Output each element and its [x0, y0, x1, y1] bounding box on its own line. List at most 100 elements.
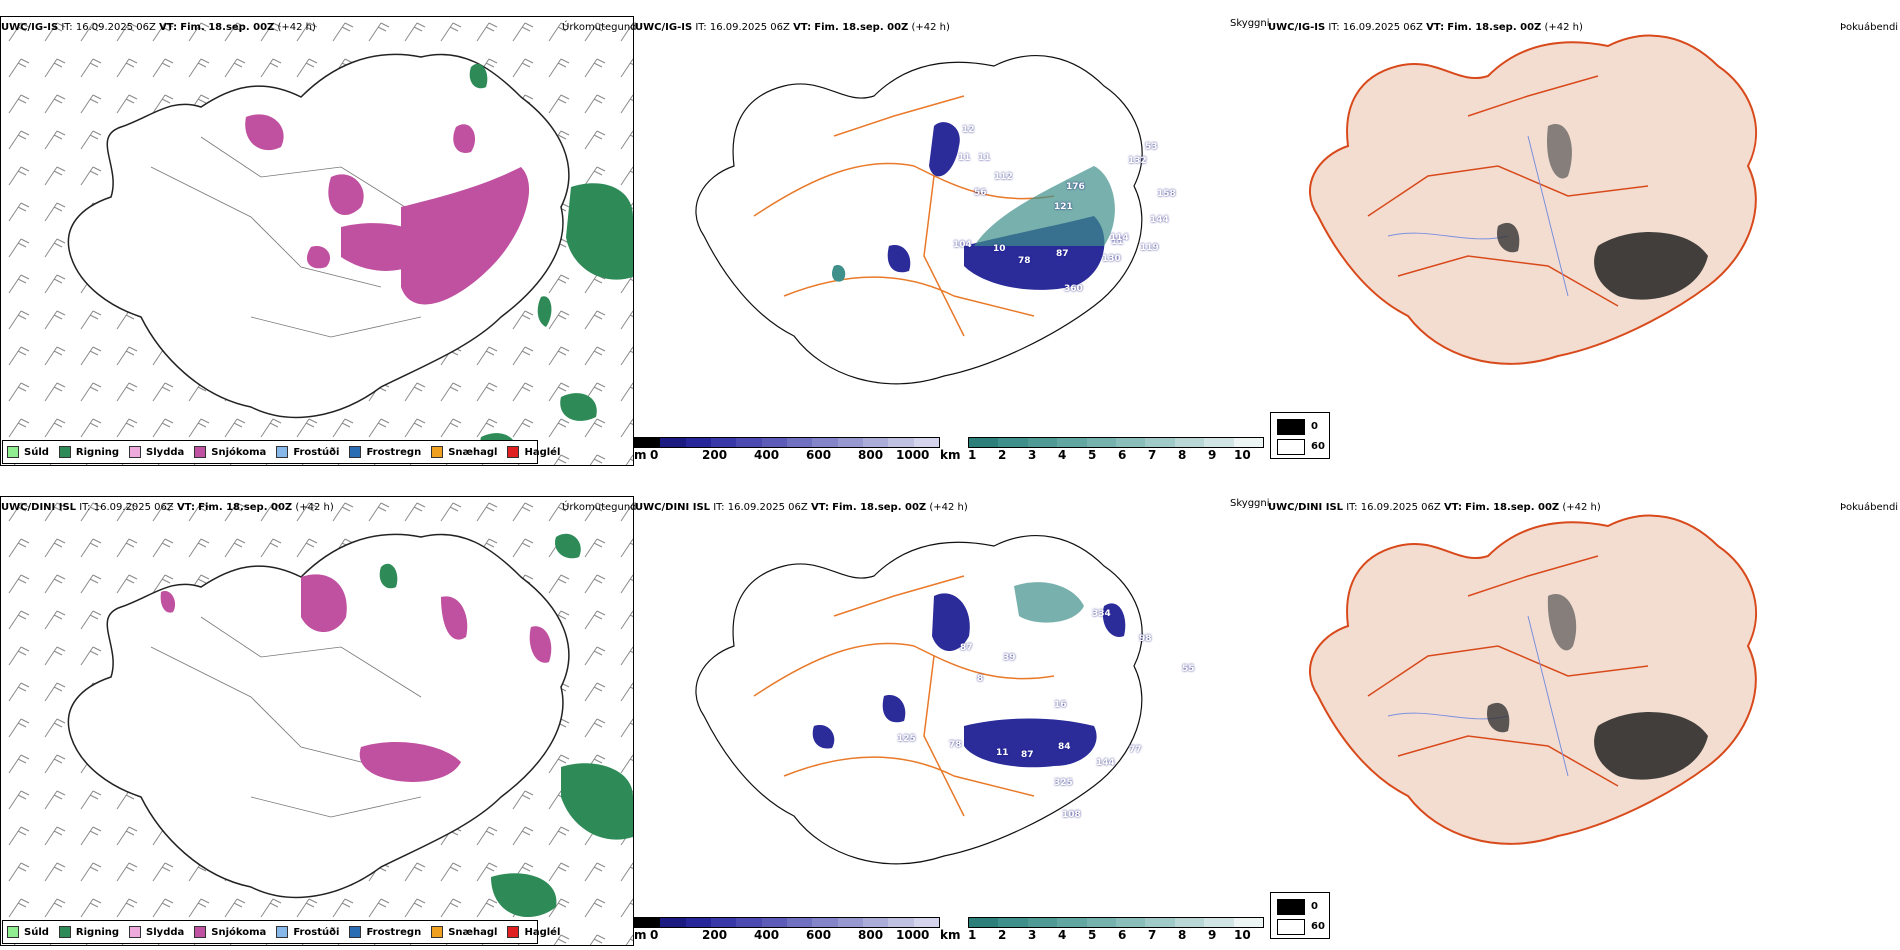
it-value: 16.09.2025 06Z: [709, 22, 790, 33]
tick-label: 400: [754, 448, 780, 462]
legend-swatch: [276, 446, 289, 458]
cloud-base-label: 121: [1054, 202, 1073, 212]
cloud-base-label: 112: [994, 172, 1013, 182]
cloud-base-label: 119: [1140, 243, 1159, 253]
cloud-base-label: 125: [897, 734, 916, 744]
cloud-base-label: 132: [1128, 156, 1147, 166]
cloud-base-label: 53: [1145, 142, 1158, 152]
fog-map-top: [1308, 34, 1757, 365]
unit-label: km: [940, 448, 961, 462]
legend-swatch: [194, 926, 207, 938]
legend-swatch: [349, 926, 362, 938]
vt-value: Fim. 18.sep. 00Z: [814, 22, 909, 33]
tick-label: 8: [1178, 928, 1187, 942]
legend-label: Slydda: [146, 446, 185, 458]
cloud-base-label: 12: [962, 125, 975, 135]
legend-item: Slydda: [129, 926, 184, 938]
tick-label: 600: [806, 928, 832, 942]
cloud-base-label: 176: [1066, 182, 1085, 192]
it-value: 16.09.2025 06Z: [75, 22, 156, 33]
panel-header-fog-bottom: UWC/DINI ISL IT: 16.09.2025 06Z VT: Fim.…: [1268, 502, 1601, 513]
fog-swatch: [1277, 419, 1305, 435]
ceiling-colorbar-bottom: m 0 200 400 600 800 1000: [634, 917, 940, 942]
legend-label: Snæhagl: [448, 446, 498, 458]
vt-value: Fim. 18.sep. 00Z: [198, 502, 293, 513]
legend-item: Haglél: [507, 446, 560, 458]
tick-label: 10: [1234, 448, 1251, 462]
fog-label: 0: [1311, 901, 1318, 912]
panel-title-cloud-top: Skyggni: [1230, 18, 1270, 29]
cloud-base-label: 144: [1150, 215, 1169, 225]
legend-item: Frostúði: [276, 446, 339, 458]
tick-label: 9: [1208, 928, 1217, 942]
lead-time: (+42 h): [277, 22, 316, 33]
model-name: UWC/IG-IS: [1268, 22, 1326, 33]
ceiling-colorbar-top: m 0 200 400 600 800 1000: [634, 437, 940, 462]
legend-item: Frostregn: [349, 446, 421, 458]
legend-swatch: [349, 446, 362, 458]
tick-label: 7: [1148, 448, 1157, 462]
panel-title-fog-bottom: Þokuábendi: [1840, 502, 1899, 513]
cloud-base-label: 98: [1139, 634, 1152, 644]
legend-label: Frostregn: [366, 446, 422, 458]
ceiling-colorbar-labels: m 0 200 400 600 800 1000: [634, 448, 940, 462]
legend-label: Súld: [24, 446, 49, 458]
legend-label: Rigning: [75, 446, 120, 458]
visibility-colorbar-swatches: [968, 437, 1264, 448]
legend-swatch: [431, 446, 444, 458]
legend-item: Snæhagl: [431, 926, 497, 938]
legend-item: Snjókoma: [194, 926, 266, 938]
legend-item: Súld: [7, 446, 49, 458]
legend-label: Snjókoma: [211, 446, 267, 458]
tick-label: 8: [1178, 448, 1187, 462]
tick-label: 7: [1148, 928, 1157, 942]
legend-swatch: [431, 926, 444, 938]
panel-header-precip-top: UWC/IG-IS IT: 16.09.2025 06Z VT: Fim. 18…: [1, 22, 316, 33]
legend-item: Snjókoma: [194, 446, 266, 458]
cloud-base-label: 39: [1003, 653, 1016, 663]
panel-title-precip-bottom: Úrkomutegund: [562, 502, 637, 513]
tick-label: 1: [968, 448, 977, 462]
fog-swatch: [1277, 439, 1305, 455]
legend-item: Rigning: [58, 446, 120, 458]
legend-label: Súld: [24, 926, 49, 938]
panel-header-cloud-bottom: UWC/DINI ISL IT: 16.09.2025 06Z VT: Fim.…: [635, 502, 968, 513]
fog-label: 60: [1311, 921, 1325, 932]
cloud-base-label: 8: [977, 674, 984, 684]
it-label: IT:: [79, 502, 91, 513]
tick-label: 10: [1234, 928, 1251, 942]
unit-label: km: [940, 928, 961, 942]
panel-title-cloud-bottom: Skyggni: [1230, 498, 1270, 509]
fog-panel-bottom: 0 60: [1268, 496, 1900, 944]
legend-swatch: [276, 926, 289, 938]
model-name: UWC/DINI ISL: [1, 502, 77, 513]
ceiling-colorbar-swatches: [634, 437, 940, 448]
lead-time: (+42 h): [295, 502, 334, 513]
tick-label: 0: [650, 928, 659, 942]
tick-label: 6: [1118, 448, 1127, 462]
it-value: 16.09.2025 06Z: [93, 502, 174, 513]
ceiling-colorbar-swatches: [634, 917, 940, 928]
precip-panel-top: Súld Rigning Slydda Snjókoma Frostúði Fr…: [0, 16, 634, 466]
cloud-base-label: 158: [1157, 189, 1176, 199]
lead-time: (+42 h): [1544, 22, 1583, 33]
precip-legend-top: Súld Rigning Slydda Snjókoma Frostúði Fr…: [2, 440, 560, 464]
tick-label: 400: [754, 928, 780, 942]
legend-label: Haglél: [524, 446, 561, 458]
legend-label: Snjókoma: [211, 926, 267, 938]
lead-time: (+42 h): [1562, 502, 1601, 513]
tick-label: 3: [1028, 928, 1037, 942]
cloud-base-label: 55: [1182, 664, 1195, 674]
cloud-base-label: 114: [1110, 233, 1129, 243]
cloud-base-label: 77: [1129, 745, 1142, 755]
precip-panel-bottom: Súld Rigning Slydda Snjókoma Frostúði Fr…: [0, 496, 634, 946]
it-value: 16.09.2025 06Z: [1342, 22, 1423, 33]
cloud-base-label: 144: [1096, 758, 1115, 768]
legend-swatch: [129, 926, 142, 938]
unit-label: m: [634, 448, 647, 462]
legend-swatch: [194, 446, 207, 458]
legend-item: Slydda: [129, 446, 184, 458]
vt-label: VT:: [810, 502, 829, 513]
vt-value: Fim. 18.sep. 00Z: [180, 22, 275, 33]
cloud-base-label: 56: [974, 188, 987, 198]
